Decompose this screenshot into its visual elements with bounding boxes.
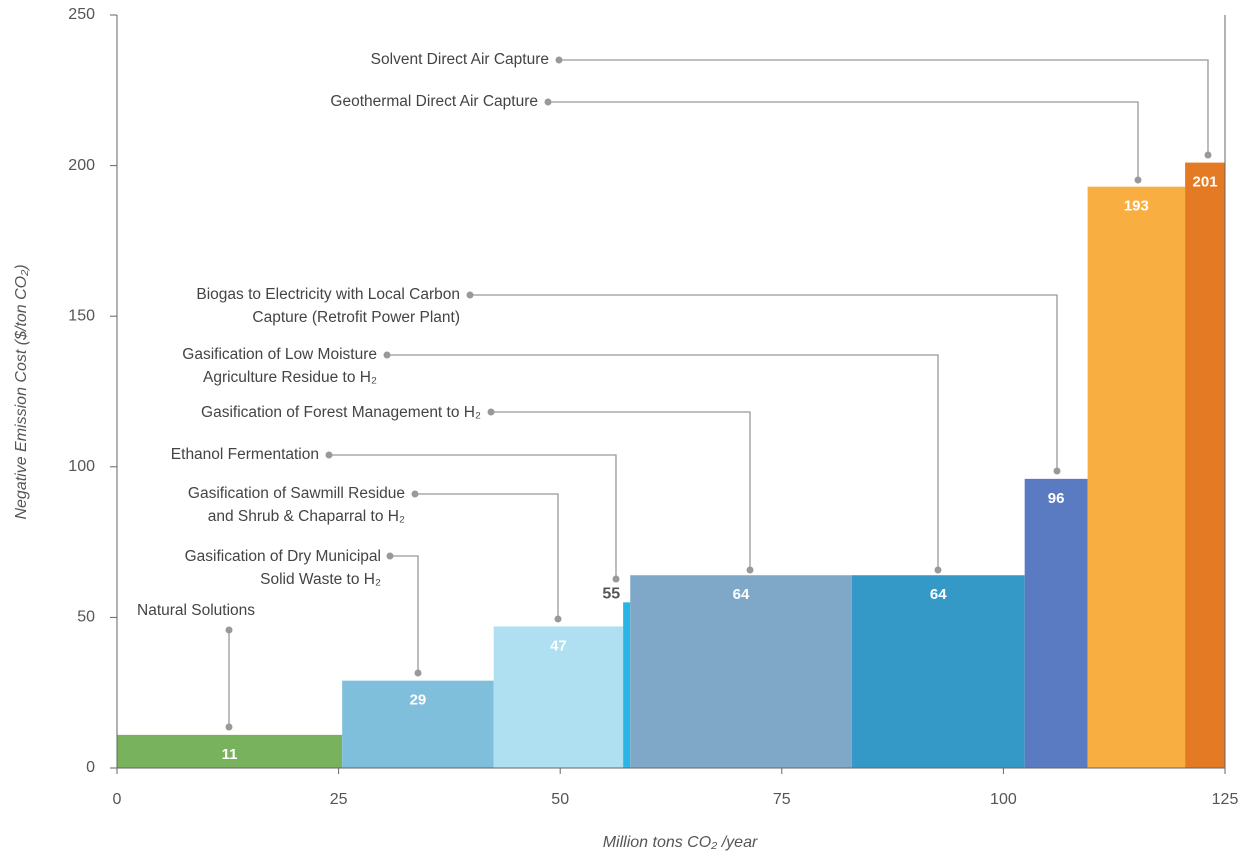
x-tick-label: 125	[1212, 791, 1239, 808]
connector-dot	[746, 566, 754, 574]
connector	[491, 411, 751, 570]
connector-dot	[544, 98, 552, 106]
connector-dot	[466, 291, 474, 299]
value-label: 11	[222, 746, 238, 763]
value-label: 64	[930, 586, 947, 603]
connector-dot	[1053, 467, 1061, 475]
x-axis-title: Million tons CO₂ /year	[603, 834, 758, 851]
value-label: 201	[1193, 174, 1218, 191]
connector-dot	[487, 408, 495, 416]
annotation: Biogas to Electricity with Local Carbon	[196, 286, 460, 303]
annotation: Gasification of Dry Municipal	[185, 548, 381, 565]
connector-dot	[554, 615, 562, 623]
value-label: 64	[733, 586, 750, 603]
annotation: Solid Waste to H₂	[260, 571, 381, 588]
value-label: 193	[1124, 198, 1149, 215]
y-tick-label: 0	[86, 759, 95, 776]
y-tick-label: 150	[68, 307, 95, 324]
y-tick-label: 50	[77, 609, 95, 626]
connector	[415, 493, 559, 619]
annotation: and Shrub & Chaparral to H₂	[208, 508, 405, 525]
annotation: Gasification of Low Moisture	[182, 346, 377, 363]
connector-dot	[383, 351, 391, 359]
connector	[470, 294, 1058, 471]
x-tick-label: 25	[330, 791, 348, 808]
y-tick-label: 100	[68, 458, 95, 475]
annotation: Capture (Retrofit Power Plant)	[252, 309, 460, 326]
connector-dot	[414, 669, 422, 677]
bar	[1185, 162, 1225, 768]
bar	[630, 575, 852, 768]
connector-dot	[934, 566, 942, 574]
x-tick-label: 75	[773, 791, 791, 808]
x-tick-label: 0	[113, 791, 122, 808]
connector	[548, 101, 1139, 180]
annotation: Geothermal Direct Air Capture	[330, 93, 538, 110]
annotation: Solvent Direct Air Capture	[371, 51, 549, 68]
value-label: 47	[550, 637, 567, 654]
x-tick-label: 50	[551, 791, 569, 808]
connector-dot	[555, 56, 563, 64]
bar	[1087, 186, 1186, 768]
annotation: Agriculture Residue to H₂	[203, 369, 377, 386]
value-label: 29	[410, 692, 427, 709]
bar	[117, 734, 343, 768]
annotation: Natural Solutions	[137, 602, 255, 619]
annotation: Gasification of Sawmill Residue	[188, 485, 405, 502]
annotation: Ethanol Fermentation	[171, 446, 319, 463]
bar	[623, 602, 631, 768]
connector-dot	[1204, 151, 1212, 159]
value-label: 55	[602, 586, 620, 603]
y-tick-label: 250	[68, 6, 95, 23]
bar	[493, 626, 624, 768]
connector-dot	[612, 575, 620, 583]
connector	[387, 354, 939, 570]
bar	[851, 575, 1025, 768]
connector-dot	[386, 552, 394, 560]
annotation: Gasification of Forest Management to H₂	[201, 404, 481, 421]
connector-dot	[1134, 176, 1142, 184]
connector	[329, 454, 617, 579]
value-label: 96	[1048, 490, 1065, 507]
bar	[1024, 478, 1088, 768]
connector	[390, 555, 419, 673]
x-tick-label: 100	[990, 791, 1017, 808]
connector-dot	[411, 490, 419, 498]
connector	[559, 59, 1209, 155]
y-tick-label: 200	[68, 157, 95, 174]
connector-dot	[225, 723, 233, 731]
bar	[342, 680, 494, 768]
connector-dot	[225, 626, 233, 634]
connector-dot	[325, 451, 333, 459]
y-axis-title: Negative Emission Cost ($/ton CO₂)	[13, 264, 30, 519]
